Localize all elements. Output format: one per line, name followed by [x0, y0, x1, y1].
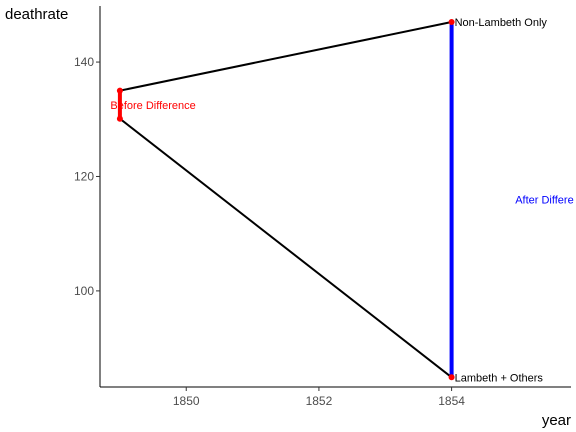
annotation-label: Non-Lambeth Only [455, 17, 548, 29]
data-point [448, 19, 455, 26]
data-point [448, 374, 455, 381]
x-tick-label: 1852 [306, 394, 333, 408]
y-axis-ticks: 100 120 140 [74, 55, 100, 298]
axes [99, 6, 571, 388]
series-line-non-lambeth [119, 21, 452, 92]
annotation-label: After Differe [515, 194, 574, 206]
y-tick-label: 140 [74, 55, 94, 69]
plot-marks: Non-Lambeth Only Lambeth + Others Before D… [110, 17, 573, 384]
x-axis-title: year [542, 412, 571, 429]
x-tick-label: 1850 [173, 394, 200, 408]
data-point [116, 115, 123, 122]
data-point [116, 87, 123, 94]
annotation-label: Before Difference [110, 100, 195, 112]
x-tick-label: 1854 [438, 394, 465, 408]
y-tick-label: 100 [74, 284, 94, 298]
y-axis-title: deathrate [5, 6, 68, 23]
y-tick-label: 120 [74, 169, 94, 183]
annotation-label: Lambeth + Others [455, 372, 544, 384]
x-axis-ticks: 1850 1852 1854 [173, 387, 465, 408]
series-line-lambeth [119, 117, 453, 379]
